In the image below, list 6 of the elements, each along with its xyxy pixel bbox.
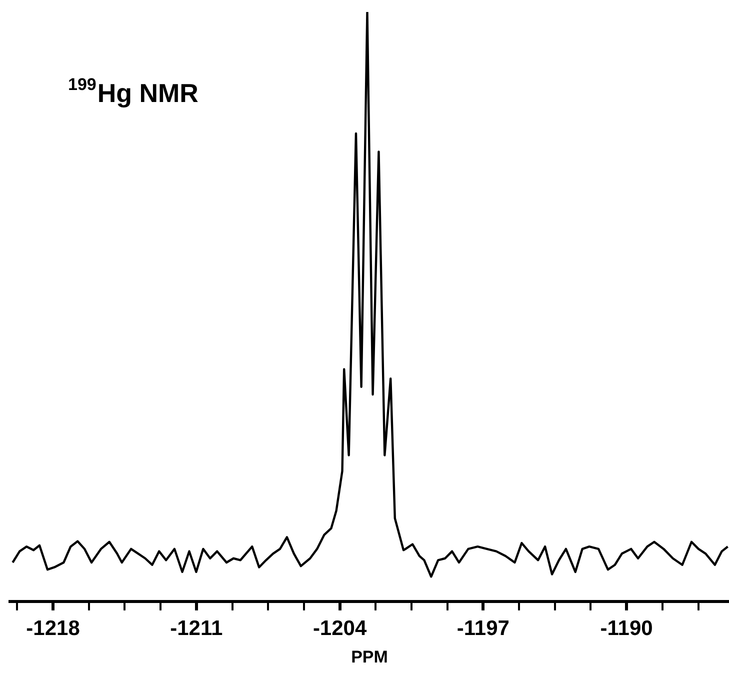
x-axis-title: PPM	[351, 647, 388, 666]
x-tick-label: -1218	[26, 616, 80, 640]
x-tick-label: -1211	[170, 616, 223, 640]
x-tick-label: -1190	[600, 616, 653, 640]
x-tick-label: -1197	[456, 616, 510, 640]
x-tick-label: -1204	[312, 616, 367, 640]
